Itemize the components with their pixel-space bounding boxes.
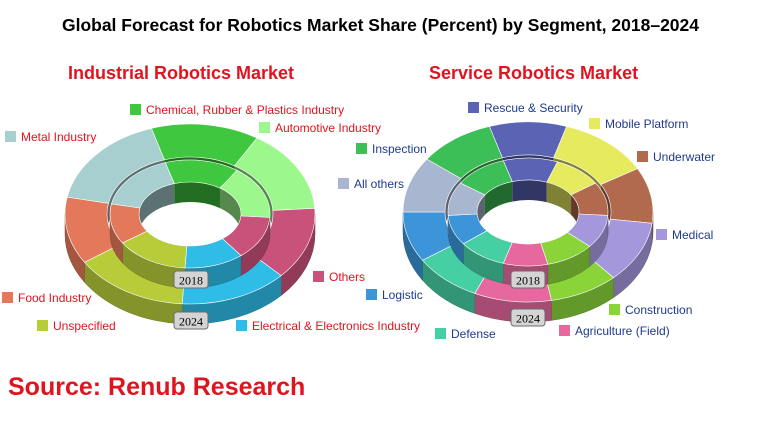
legend-label: Construction [625, 303, 692, 317]
legend-swatch [5, 131, 16, 142]
legend-swatch [130, 104, 141, 115]
legend-label: Defense [451, 327, 496, 341]
page-title: Global Forecast for Robotics Market Shar… [61, 15, 700, 35]
legend-swatch [435, 328, 446, 339]
legend-label: Others [329, 270, 365, 284]
ring-2024-slice-metal-industry [66, 128, 165, 204]
legend-swatch [37, 320, 48, 331]
ring-label-2018: 2018 [510, 270, 546, 289]
legend-swatch [468, 102, 479, 113]
legend-label: Underwater [653, 150, 715, 164]
ring-2018: 2018 [109, 159, 271, 289]
ring-2024-slice-rescue-security [488, 121, 568, 159]
source-note: Source: Renub Research [8, 373, 306, 401]
legend-item-defense: Defense [435, 327, 496, 341]
ring-label-2024: 2024 [173, 311, 209, 330]
legend-item-medical: Medical [656, 228, 713, 242]
ring-label-box [173, 270, 209, 289]
legend-swatch [559, 325, 570, 336]
legend-item-mobile-platform: Mobile Platform [589, 117, 688, 131]
legend-swatch [366, 289, 377, 300]
ring-label-box [173, 311, 209, 330]
legend-label: Medical [672, 228, 713, 242]
ring-2018-slice-inspection [459, 160, 513, 196]
ring-label-text: 2018 [516, 274, 540, 288]
legend-item-others: Others [313, 270, 365, 284]
legend-item-unspecified: Unspecified [37, 319, 116, 333]
ring-2018-hole-inspection [484, 181, 513, 215]
legend-label: Unspecified [53, 319, 116, 333]
legend-item-agriculture-field: Agriculture (Field) [559, 324, 670, 338]
ring-2018-hole-chemical-rubber-plastics-industry [174, 182, 220, 209]
legend-swatch [338, 178, 349, 189]
ring-label-box [510, 270, 546, 289]
legend-swatch [656, 229, 667, 240]
ring-2018-hole-metal-industry [139, 183, 175, 228]
legend-item-chemical-rubber-plastics-industry: Chemical, Rubber & Plastics Industry [130, 103, 344, 117]
legend-swatch [589, 118, 600, 129]
ring-label-text: 2024 [179, 315, 203, 329]
legend-item-construction: Construction [609, 303, 692, 317]
ring-label-text: 2018 [179, 274, 203, 288]
service-robotics-market-legend: Rescue & Security Mobile Platform Underwat… [338, 101, 715, 341]
legend-label: Food Industry [18, 291, 91, 305]
service-robotics-market-chart: 2024 2018 Rescue & Security Mobile Platform… [338, 101, 715, 341]
service-chart-title: Service Robotics Market [429, 63, 639, 83]
legend-label: All others [354, 177, 404, 191]
legend-swatch [259, 122, 270, 133]
legend-label: Chemical, Rubber & Plastics Industry [146, 103, 344, 117]
ring-2018: 2018 [447, 157, 609, 289]
legend-item-electrical-electronics-industry: Electrical & Electronics Industry [236, 319, 420, 333]
legend-item-inspection: Inspection [356, 142, 427, 156]
legend-swatch [609, 304, 620, 315]
ring-2018-hole-automotive-industry [219, 188, 241, 234]
legend-label: Agriculture (Field) [575, 324, 670, 338]
legend-label: Mobile Platform [605, 117, 688, 131]
ring-label-text: 2024 [516, 312, 540, 326]
ring-2018-slice-metal-industry [111, 162, 175, 209]
legend-label: Logistic [382, 288, 423, 302]
ring-2018-hole-mobile-platform [546, 182, 572, 215]
legend-label: Rescue & Security [484, 101, 583, 115]
industrial-chart-title: Industrial Robotics Market [68, 63, 295, 83]
industrial-robotics-market-legend: Chemical, Rubber & Plastics Industry Auto… [2, 103, 420, 333]
legend-item-automotive-industry: Automotive Industry [259, 121, 381, 135]
ring-2018-hole-rescue-security [512, 180, 547, 203]
legend-swatch [637, 151, 648, 162]
legend-item-metal-industry: Metal Industry [5, 130, 96, 144]
legend-label: Automotive Industry [275, 121, 381, 135]
ring-label-2018: 2018 [173, 270, 209, 289]
ring-2024: 2024 [402, 121, 654, 327]
legend-item-logistic: Logistic [366, 288, 423, 302]
legend-swatch [2, 292, 13, 303]
legend-item-underwater: Underwater [637, 150, 715, 164]
ring-2024-slice-inspection [426, 126, 503, 179]
legend-item-rescue-security: Rescue & Security [468, 101, 583, 115]
legend-item-all-others: All others [338, 177, 404, 191]
legend-label: Inspection [372, 142, 427, 156]
legend-item-food-industry: Food Industry [2, 291, 91, 305]
legend-swatch [356, 143, 367, 154]
legend-swatch [313, 271, 324, 282]
legend-swatch [236, 320, 247, 331]
ring-2024: 2024 [64, 123, 316, 330]
ring-label-2024: 2024 [510, 308, 546, 327]
legend-label: Electrical & Electronics Industry [252, 319, 420, 333]
ring-label-box [510, 308, 546, 327]
legend-label: Metal Industry [21, 130, 96, 144]
